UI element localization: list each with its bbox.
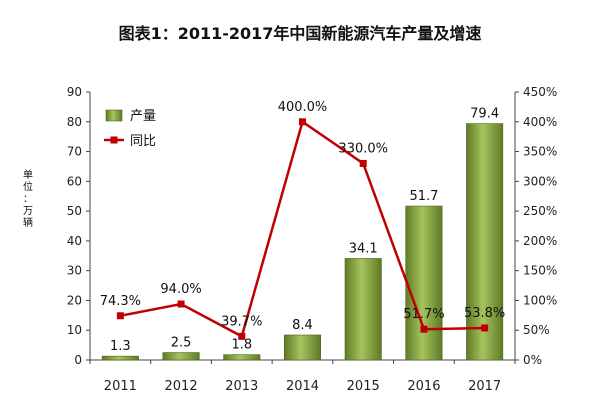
- line-point: [359, 159, 367, 167]
- left-tick-label: 20: [67, 293, 82, 307]
- left-tick-label: 80: [67, 115, 82, 129]
- line-point: [177, 300, 185, 308]
- line-point: [420, 325, 428, 333]
- right-tick-label: 250%: [523, 204, 557, 218]
- left-tick-label: 90: [67, 85, 82, 99]
- right-tick-label: 350%: [523, 145, 557, 159]
- line-value-label: 74.3%: [100, 294, 141, 309]
- left-tick-label: 30: [67, 264, 82, 278]
- y-axis-label: 单位：万辆: [23, 169, 33, 229]
- right-tick-label: 400%: [523, 115, 557, 129]
- bar: [344, 258, 382, 361]
- x-tick-label: 2016: [407, 379, 440, 394]
- bars-layer: [101, 123, 504, 361]
- bar-value-label: 34.1: [349, 241, 378, 256]
- legend-swatch-bar: [105, 109, 123, 122]
- bar-value-label: 1.3: [110, 339, 131, 354]
- x-tick-label: 2014: [286, 379, 319, 394]
- right-tick-label: 200%: [523, 234, 557, 248]
- bar-value-label: 1.8: [231, 338, 252, 353]
- x-tick-label: 2012: [165, 379, 198, 394]
- bar: [101, 355, 139, 361]
- bar-value-label: 51.7: [409, 189, 438, 204]
- x-tick-label: 2011: [104, 379, 137, 394]
- bar: [223, 354, 261, 361]
- bar-value-label: 79.4: [470, 107, 499, 122]
- right-tick-label: 0%: [523, 353, 542, 367]
- line-point: [238, 332, 246, 340]
- line-point: [116, 312, 124, 320]
- line-value-label: 51.7%: [403, 307, 444, 322]
- right-tick-label: 300%: [523, 174, 557, 188]
- labels-layer: 1.3 2.5 1.8 8.4 34.1 51.7 79.4 74.3% 94.0% 39.7% 4…: [100, 100, 506, 354]
- left-tick-label: 60: [67, 174, 82, 188]
- left-tick-label: 40: [67, 234, 82, 248]
- line-value-label: 53.8%: [464, 306, 505, 321]
- x-tick-label: 2017: [468, 379, 501, 394]
- x-tick-label: 2013: [225, 379, 258, 394]
- legend-swatch-marker: [110, 136, 118, 144]
- right-tick-label: 50%: [523, 323, 550, 337]
- right-tick-label: 450%: [523, 85, 557, 99]
- bar: [466, 123, 504, 361]
- right-tick-label: 150%: [523, 264, 557, 278]
- bar: [283, 334, 322, 361]
- line-value-label: 330.0%: [338, 141, 388, 156]
- line-value-label: 94.0%: [160, 282, 201, 297]
- chart-title: 图表1：2011-2017年中国新能源汽车产量及增速: [118, 24, 482, 43]
- line-value-label: 400.0%: [278, 100, 328, 115]
- bar-value-label: 8.4: [292, 318, 313, 333]
- left-tick-label: 10: [67, 323, 82, 337]
- left-tick-label: 70: [67, 145, 82, 159]
- line-point: [481, 324, 489, 332]
- legend-label-bar: 产量: [130, 109, 156, 124]
- line-layer: [116, 118, 489, 340]
- x-tick-label: 2015: [347, 379, 380, 394]
- line-value-label: 39.7%: [221, 314, 262, 329]
- bar: [405, 205, 443, 361]
- left-tick-label: 50: [67, 204, 82, 218]
- axes-layer: 0 10 20 30 40 50 60 70 80 90 0% 50% 100% 150% 200% 250%…: [23, 85, 557, 394]
- bar: [162, 352, 200, 361]
- bar-value-label: 2.5: [171, 336, 192, 351]
- legend-label-line: 同比: [130, 134, 156, 149]
- right-tick-label: 100%: [523, 293, 557, 307]
- left-tick-label: 0: [74, 353, 82, 367]
- line-point: [299, 118, 306, 126]
